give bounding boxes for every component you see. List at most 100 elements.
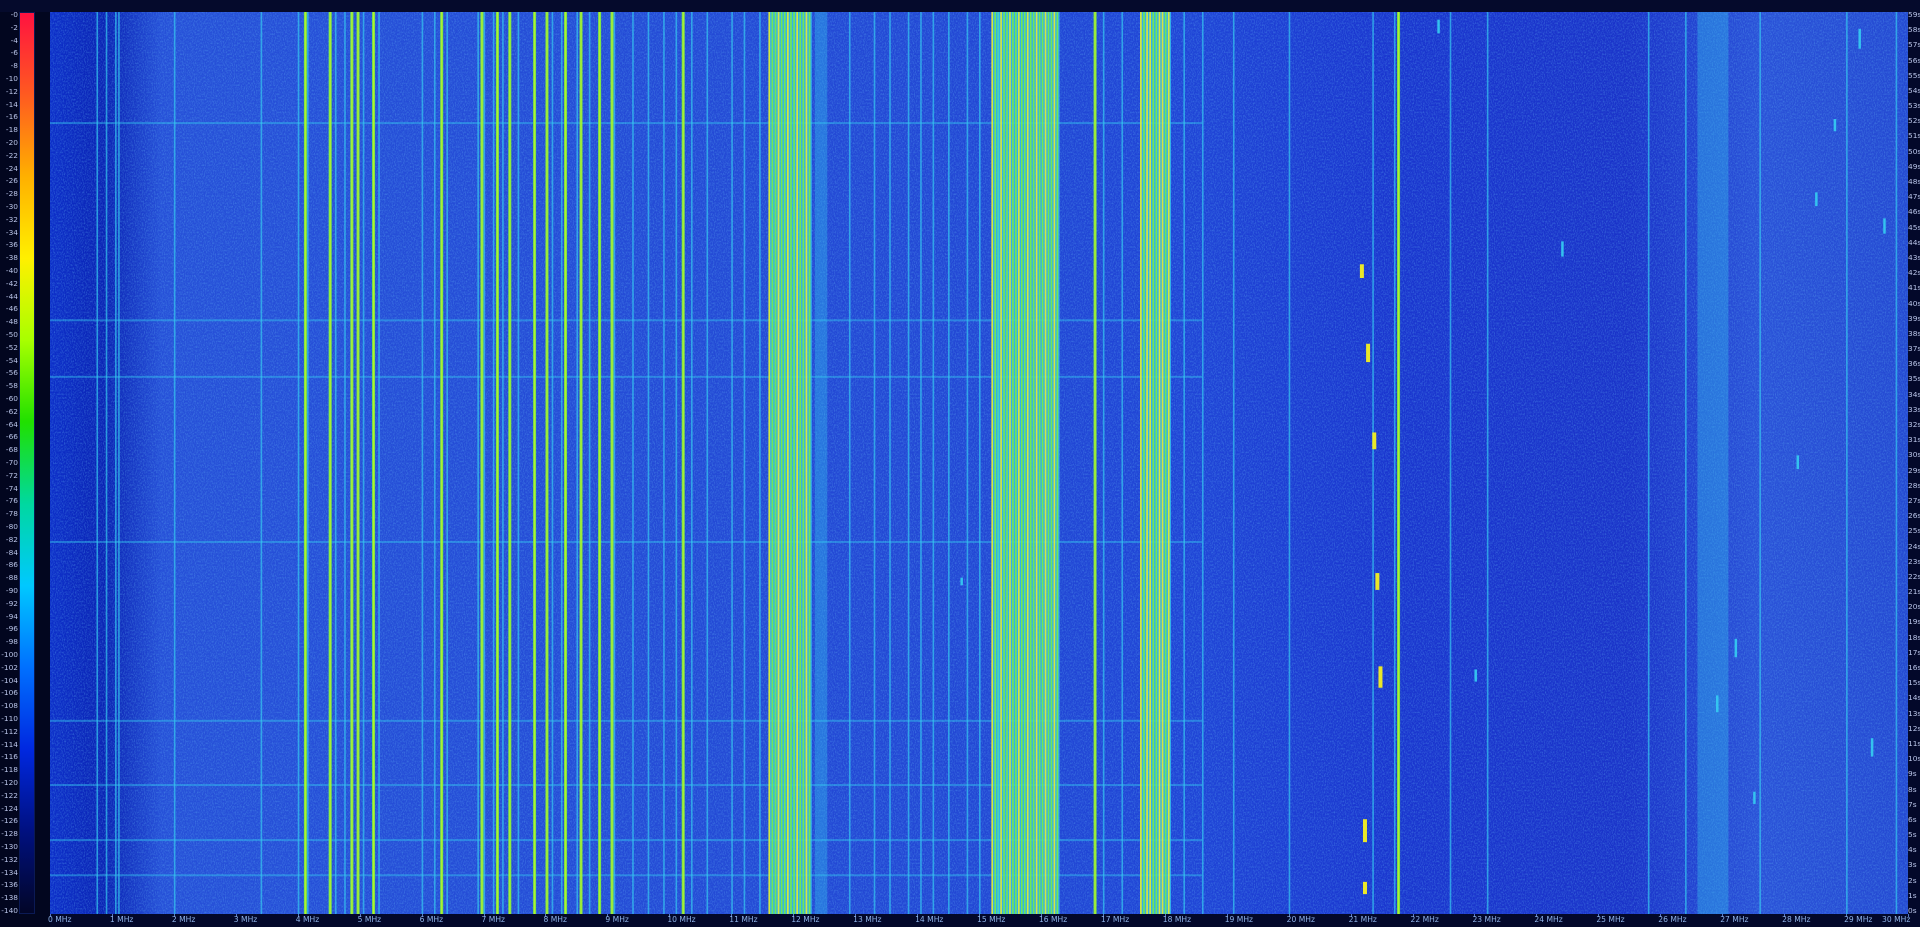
- db-tick-label: -2: [11, 24, 18, 32]
- busy-band-line: [1012, 12, 1014, 914]
- time-tick-label: 58s: [1908, 26, 1920, 34]
- strong-carrier-core: [497, 12, 498, 914]
- db-tick-label: -16: [6, 113, 18, 121]
- carrier-line: [335, 12, 337, 914]
- burst-segment: [1378, 666, 1382, 687]
- db-tick-label: -26: [6, 177, 18, 185]
- freq-tick-label: 17 MHz: [1101, 915, 1129, 925]
- carrier-line: [744, 12, 746, 914]
- waterfall-display[interactable]: [50, 12, 1908, 914]
- time-tick-label: 41s: [1908, 284, 1920, 292]
- db-tick-label: -38: [6, 254, 18, 262]
- carrier-line: [1846, 12, 1848, 914]
- db-tick-label: -90: [6, 587, 18, 595]
- busy-band-line: [1165, 12, 1167, 914]
- db-tick-label: -108: [1, 702, 18, 710]
- strong-carrier-core: [351, 12, 352, 914]
- busy-band-line: [1159, 12, 1161, 914]
- db-tick-label: -4: [11, 37, 18, 45]
- time-tick-label: 22s: [1908, 573, 1920, 581]
- time-tick-label: 33s: [1908, 406, 1920, 414]
- strong-carrier-core: [581, 12, 582, 914]
- carrier-line: [908, 12, 910, 914]
- strong-carrier-core: [358, 12, 359, 914]
- db-tick-label: -104: [1, 677, 18, 685]
- time-tick-label: 9s: [1908, 770, 1917, 778]
- busy-band-line: [1149, 12, 1151, 914]
- busy-band-line: [1057, 12, 1059, 914]
- time-tick-label: 59s: [1908, 11, 1920, 19]
- carrier-line: [106, 12, 108, 914]
- time-tick-label: 57s: [1908, 41, 1920, 49]
- carrier-line: [561, 12, 563, 914]
- db-tick-label: -126: [1, 817, 18, 825]
- db-tick-label: -122: [1, 792, 18, 800]
- db-tick-label: -74: [6, 485, 18, 493]
- db-tick-label: -66: [6, 433, 18, 441]
- db-tick-label: -44: [6, 293, 18, 301]
- freq-tick-label: 0 MHz: [48, 915, 72, 925]
- db-tick-label: -52: [6, 344, 18, 352]
- freq-tick-label: 19 MHz: [1225, 915, 1253, 925]
- db-tick-label: -120: [1, 779, 18, 787]
- carrier-line: [576, 12, 578, 914]
- db-tick-label: -42: [6, 280, 18, 288]
- carrier-line: [1372, 12, 1374, 914]
- strong-carrier-core: [599, 12, 600, 914]
- freq-tick-label: 28 MHz: [1782, 915, 1810, 925]
- db-tick-label: -22: [6, 152, 18, 160]
- time-tick-label: 34s: [1908, 391, 1920, 399]
- time-tick-label: 39s: [1908, 315, 1920, 323]
- burst-segment: [1815, 192, 1818, 206]
- time-tick-label: 4s: [1908, 846, 1917, 854]
- carrier-line: [1685, 12, 1687, 914]
- busy-band-line: [1033, 12, 1035, 914]
- burst-segment: [1372, 432, 1376, 449]
- time-tick-label: 27s: [1908, 497, 1920, 505]
- time-tick-label: 3s: [1908, 861, 1917, 869]
- time-tick-label: 25s: [1908, 527, 1920, 535]
- time-tick-label: 29s: [1908, 467, 1920, 475]
- carrier-line: [434, 12, 436, 914]
- busy-band-line: [1036, 12, 1038, 914]
- time-tick-label: 43s: [1908, 254, 1920, 262]
- busy-band-line: [790, 12, 792, 914]
- time-axis: 59s 58s 57s 56s 55s 54s 53s 52s 51s 50s 49s 48s 47s 4…: [1908, 12, 1920, 914]
- carrier-line: [1121, 12, 1123, 914]
- time-tick-label: 28s: [1908, 482, 1920, 490]
- carrier-line: [552, 12, 554, 914]
- carrier-line: [759, 12, 761, 914]
- time-tick-label: 1s: [1908, 892, 1917, 900]
- busy-band-line: [1006, 12, 1008, 914]
- freq-tick-label: 14 MHz: [915, 915, 943, 925]
- waterfall-canvas[interactable]: [50, 12, 1908, 914]
- busy-band-line: [1027, 12, 1029, 914]
- strong-carrier-core: [1398, 12, 1399, 914]
- busy-band-line: [1051, 12, 1053, 914]
- busy-band: [815, 12, 827, 914]
- time-tick-label: 8s: [1908, 786, 1917, 794]
- time-tick-label: 21s: [1908, 588, 1920, 596]
- burst-segment: [1474, 669, 1477, 681]
- db-tick-label: -40: [6, 267, 18, 275]
- time-tick-label: 53s: [1908, 102, 1920, 110]
- busy-band-line: [787, 12, 789, 914]
- freq-tick-label: 7 MHz: [482, 915, 506, 925]
- carrier-line: [933, 12, 935, 914]
- busy-band-line: [1000, 12, 1002, 914]
- freq-tick-label: 26 MHz: [1658, 915, 1686, 925]
- time-tick-label: 45s: [1908, 224, 1920, 232]
- busy-band-line: [802, 12, 804, 914]
- busy-band-line: [1003, 12, 1005, 914]
- db-tick-label: -134: [1, 869, 18, 877]
- top-border: [0, 0, 1920, 12]
- carrier-line: [378, 12, 380, 914]
- time-tick-label: 32s: [1908, 421, 1920, 429]
- busy-band-line: [1143, 12, 1145, 914]
- carrier-line: [998, 12, 1000, 914]
- carrier-line: [589, 12, 591, 914]
- burst-segment: [1363, 882, 1367, 894]
- busy-band-line: [772, 12, 774, 914]
- busy-band-line: [781, 12, 783, 914]
- time-tick-label: 52s: [1908, 117, 1920, 125]
